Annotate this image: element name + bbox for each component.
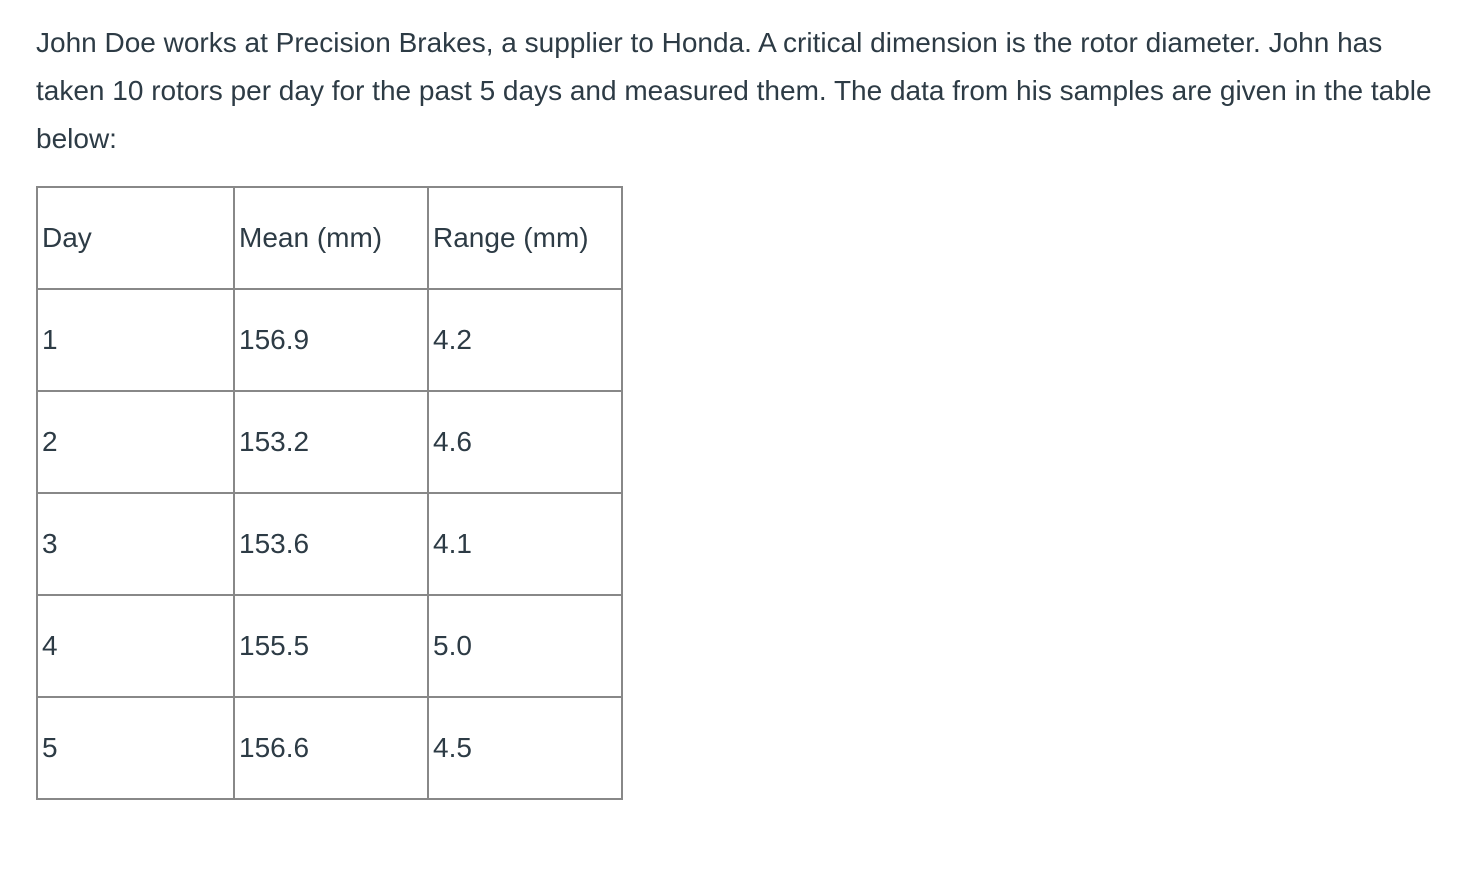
table-row: 2 153.2 4.6 — [36, 390, 623, 494]
header-range: Range (mm) — [427, 186, 623, 290]
header-day: Day — [36, 186, 235, 290]
cell-range: 4.1 — [427, 492, 623, 596]
data-table: Day Mean (mm) Range (mm) 1 156.9 4.2 2 1… — [36, 186, 623, 800]
table-row: 3 153.6 4.1 — [36, 492, 623, 596]
cell-day: 2 — [36, 390, 235, 494]
cell-mean: 155.5 — [233, 594, 429, 698]
table-row: 4 155.5 5.0 — [36, 594, 623, 698]
header-mean: Mean (mm) — [233, 186, 429, 290]
table-header-row: Day Mean (mm) Range (mm) — [36, 186, 623, 290]
cell-range: 4.2 — [427, 288, 623, 392]
cell-range: 4.6 — [427, 390, 623, 494]
cell-range: 4.5 — [427, 696, 623, 800]
cell-day: 3 — [36, 492, 235, 596]
cell-range: 5.0 — [427, 594, 623, 698]
cell-mean: 156.9 — [233, 288, 429, 392]
cell-mean: 153.6 — [233, 492, 429, 596]
cell-day: 1 — [36, 288, 235, 392]
problem-statement: John Doe works at Precision Brakes, a su… — [36, 27, 1432, 154]
cell-day: 5 — [36, 696, 235, 800]
cell-mean: 156.6 — [233, 696, 429, 800]
cell-day: 4 — [36, 594, 235, 698]
cell-mean: 153.2 — [233, 390, 429, 494]
table-row: 5 156.6 4.5 — [36, 696, 623, 800]
table-row: 1 156.9 4.2 — [36, 288, 623, 392]
